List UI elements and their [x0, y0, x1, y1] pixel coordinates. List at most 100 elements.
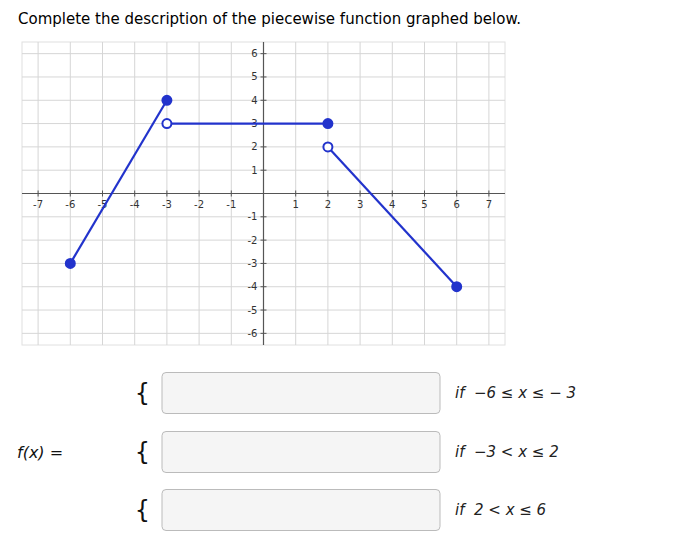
grid-line-x [295, 42, 296, 345]
title: Complete the description of the piecewis… [18, 10, 521, 28]
y-tick [261, 76, 267, 77]
x-tick [102, 191, 103, 197]
x-tick-label: 5 [421, 199, 427, 210]
grid-line-x [199, 42, 200, 345]
y-tick-label: -5 [248, 305, 258, 316]
open-endpoint [162, 119, 171, 128]
piecewise-section: { if −6 ≤ x ≤ − 3 { if −3 < x ≤ 2 { if 2 < x … [17, 373, 576, 531]
grid-line-x [327, 42, 328, 345]
grid-line-x [456, 42, 457, 345]
x-tick-label: -3 [162, 199, 172, 210]
grid-line-y [22, 310, 505, 311]
y-tick-label: -2 [248, 235, 258, 246]
y-tick-label: 4 [251, 95, 257, 106]
grid-line-x [424, 42, 425, 345]
x-tick-label: -6 [65, 199, 75, 210]
condition: if −3 < x ≤ 2 [455, 443, 559, 461]
y-tick [261, 263, 267, 264]
x-tick [199, 191, 200, 197]
y-tick [261, 286, 267, 287]
brace: { [135, 379, 150, 407]
brace: { [135, 438, 150, 466]
x-tick-label: 3 [357, 199, 363, 210]
answer-box [162, 373, 440, 414]
x-tick-label: 4 [389, 199, 395, 210]
tick-labels: -7-6-5-4-3-2-11234567-6-5-4-3-2-1123456 [33, 48, 492, 339]
answer-box [162, 490, 440, 531]
condition: if −6 ≤ x ≤ − 3 [455, 384, 576, 402]
y-tick [261, 170, 267, 171]
y-tick-label: -1 [248, 211, 258, 222]
y-tick-label: 5 [251, 71, 257, 82]
segment-line [167, 122, 328, 124]
y-tick [261, 53, 267, 54]
y-tick-label: 1 [251, 165, 257, 176]
x-tick [392, 191, 393, 197]
grid-line-y [22, 146, 505, 147]
closed-endpoint [452, 282, 461, 291]
x-tick [360, 191, 361, 197]
y-axis [263, 42, 264, 345]
grid-line-x [134, 42, 135, 345]
x-tick [456, 191, 457, 197]
grid-line-y [22, 170, 505, 171]
x-tick-label: -4 [130, 199, 140, 210]
grid-line-y [22, 263, 505, 264]
grid-line-x [70, 42, 71, 345]
y-tick [261, 240, 267, 241]
y-tick-label: -3 [248, 258, 258, 269]
grid-line-y [22, 123, 505, 124]
y-tick-label: 2 [251, 141, 257, 152]
x-tick [134, 191, 135, 197]
grid-line-x [231, 42, 232, 345]
grid-line-x [392, 42, 393, 345]
grid-line-x [360, 42, 361, 345]
plot-frame [22, 42, 505, 345]
x-tick [70, 191, 71, 197]
function-label: f(x) = [17, 443, 63, 462]
x-tick [231, 191, 232, 197]
segment-line [70, 100, 167, 263]
grid-line-x [488, 42, 489, 345]
x-tick-label: 6 [454, 199, 460, 210]
brace: { [135, 496, 150, 524]
x-tick [295, 191, 296, 197]
y-tick [261, 146, 267, 147]
y-tick [261, 310, 267, 311]
grid-line-y [22, 216, 505, 217]
y-tick-label: -6 [248, 328, 258, 339]
closed-endpoint [323, 119, 332, 128]
open-endpoint [323, 142, 332, 151]
x-tick [488, 191, 489, 197]
segment-line [328, 147, 457, 287]
grid-line-y [22, 76, 505, 77]
closed-endpoint [66, 259, 75, 268]
x-tick [38, 191, 39, 197]
x-tick-label: -7 [33, 199, 43, 210]
grid-line-x [102, 42, 103, 345]
x-tick [424, 191, 425, 197]
closed-endpoint [162, 96, 171, 105]
grid-line-y [22, 286, 505, 287]
grid [22, 42, 505, 345]
grid-line-y [22, 333, 505, 334]
grid-line-y [22, 53, 505, 54]
condition: if 2 < x ≤ 6 [455, 501, 546, 519]
x-tick [327, 191, 328, 197]
x-tick-label: -2 [194, 199, 204, 210]
y-tick [261, 333, 267, 334]
grid-line-x [166, 42, 167, 345]
grid-line-x [38, 42, 39, 345]
x-tick-label: 2 [325, 199, 331, 210]
chart: Complete the description of the piecewis… [0, 0, 700, 550]
x-tick-label: 1 [293, 199, 299, 210]
y-tick [261, 216, 267, 217]
y-tick-label: 6 [251, 48, 257, 59]
y-tick-label: -4 [248, 281, 258, 292]
grid-line-y [22, 240, 505, 241]
series-group [66, 96, 461, 291]
x-tick-label: 7 [486, 199, 492, 210]
grid-line-y [22, 100, 505, 101]
x-tick-label: -1 [226, 199, 236, 210]
x-tick [166, 191, 167, 197]
